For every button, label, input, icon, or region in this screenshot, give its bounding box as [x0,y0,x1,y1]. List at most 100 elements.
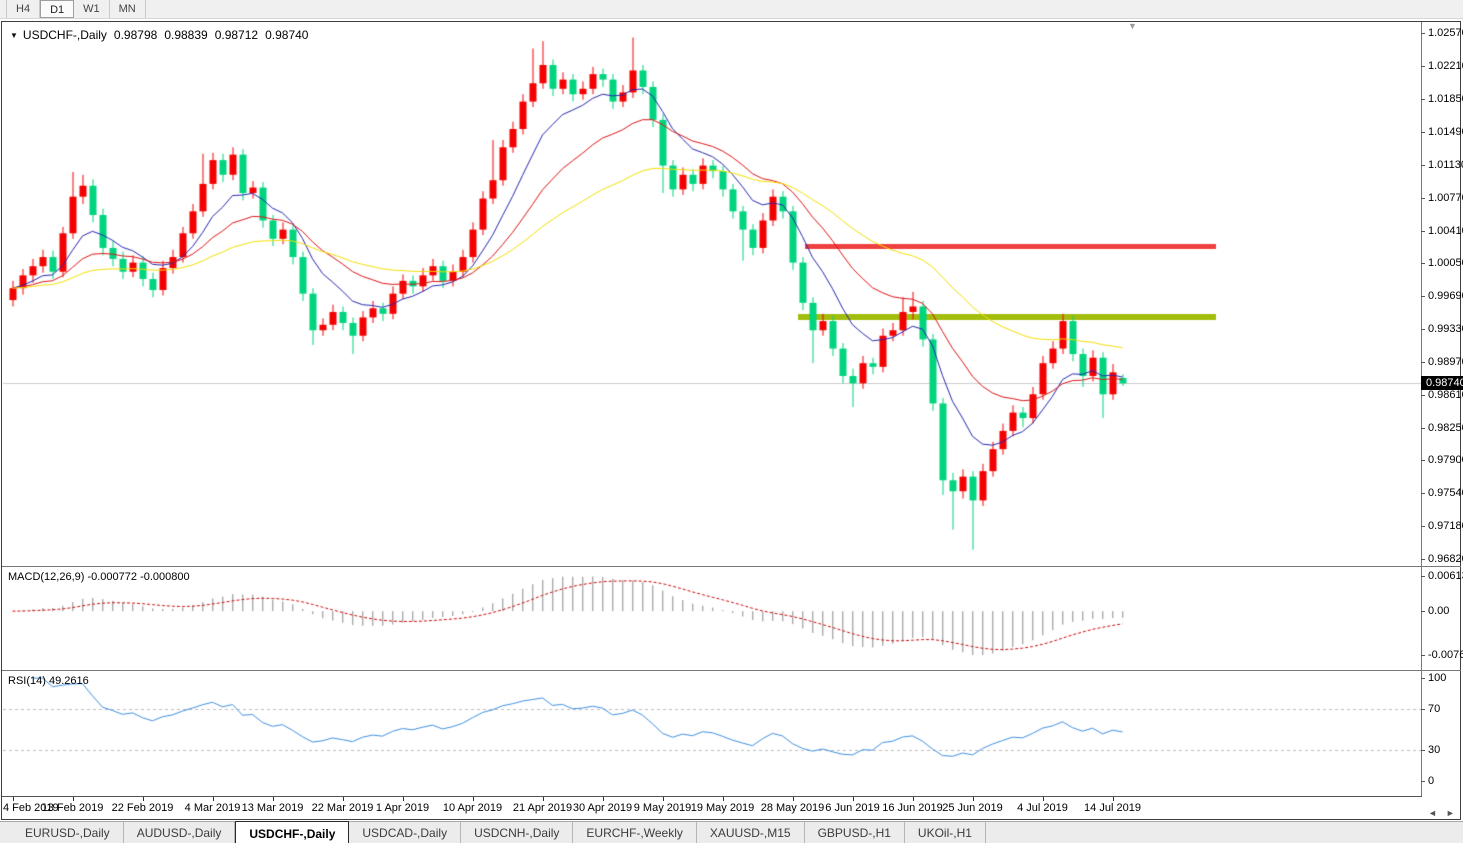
scroll-right-arrow[interactable]: ► [1445,808,1455,818]
axis-tick [1421,655,1425,657]
price-axis-label: 1.01850 [1428,92,1463,105]
date-label: 6 Jun 2019 [825,802,880,814]
rsi-axis-label: 70 [1428,702,1441,715]
price-axis-label: 1.01490 [1428,125,1463,138]
macd-axis-label: 0.00613 [1428,569,1463,582]
tab-usdchf-daily[interactable]: USDCHF-,Daily [235,821,350,843]
rsi-canvas[interactable] [3,672,1421,796]
axis-tick [1421,575,1425,577]
axis-tick [1421,395,1425,397]
date-label: 13 Feb 2019 [41,802,104,814]
tab-audusd-daily[interactable]: AUDUSD-,Daily [124,822,236,843]
axis-tick [1421,98,1425,100]
tab-eurusd-daily[interactable]: EURUSD-,Daily [12,822,124,843]
axis-tick [1421,611,1425,613]
date-label: 9 May 2019 [633,802,692,814]
date-tick [542,797,544,801]
time-axis[interactable]: 4 Feb 2019 13 Feb 2019 22 Feb 2019 4 Mar 20… [2,796,1422,821]
panel-splitter-rsi[interactable] [2,670,1461,671]
date-tick [972,797,974,801]
macd-label: MACD(12,26,9) -0.000772 -0.000800 [8,571,190,583]
price-axis-label: 1.01130 [1428,158,1463,171]
date-tick [212,797,214,801]
axis-tick [1421,230,1425,232]
axis-tick [1421,131,1425,133]
quote-close: 0.98740 [265,28,309,42]
chart-header: ▼ USDCHF-,Daily 0.98798 0.98839 0.98712 0.987… [10,28,308,42]
date-label: 22 Feb 2019 [111,802,174,814]
timeframe-button-w1[interactable]: W1 [74,0,110,18]
date-label: 28 May 2019 [760,802,825,814]
tab-xauusd-m15[interactable]: XAUUSD-,M15 [697,822,805,843]
price-axis-label: 1.02210 [1428,59,1463,72]
date-tick [72,797,74,801]
tab-usdcnh-daily[interactable]: USDCNH-,Daily [461,822,574,843]
date-tick [1112,797,1114,801]
macd-canvas[interactable] [3,569,1421,668]
rsi-label: RSI(14) 49.2616 [8,675,89,687]
tab-eurchf-weekly[interactable]: EURCHF-,Weekly [573,822,697,843]
quote-high: 0.98839 [164,28,208,42]
date-tick [402,797,404,801]
axis-tick [1421,493,1425,495]
chart-title: USDCHF-,Daily [22,28,107,42]
tab-usdcad-daily[interactable]: USDCAD-,Daily [349,822,462,843]
price-axis[interactable]: 1.02570 1.02210 1.01850 1.01490 1.01130 1.007… [1421,0,1463,843]
panel-splitter-macd[interactable] [2,566,1461,567]
timeframe-button-mn[interactable]: MN [110,0,146,18]
price-axis-border [1421,22,1422,796]
macd-axis-label: -0.007612 [1428,649,1463,662]
axis-tick [1421,749,1425,751]
date-tick [792,797,794,801]
date-tick [852,797,854,801]
chart-shift-marker-icon[interactable]: ▼ [1128,21,1137,31]
axis-tick [1421,164,1425,166]
date-label: 13 Mar 2019 [241,802,304,814]
axis-tick [1421,526,1425,528]
axis-tick [1421,558,1425,560]
horizontal-scrollbar[interactable]: ◄ ► [1428,806,1462,820]
date-label: 4 Jul 2019 [1017,802,1068,814]
date-label: 19 May 2019 [690,802,755,814]
axis-tick [1421,263,1425,265]
price-chart-canvas[interactable] [3,25,1421,565]
scroll-left-arrow[interactable]: ◄ [1428,808,1437,818]
date-tick [12,797,14,801]
date-tick [662,797,664,801]
axis-tick [1421,460,1425,462]
axis-tick [1421,708,1425,710]
axis-tick [1421,32,1425,34]
rsi-axis-label: 0 [1428,774,1435,787]
collapse-icon[interactable]: ▼ [10,31,18,40]
date-tick [912,797,914,801]
axis-tick [1421,329,1425,331]
date-tick [142,797,144,801]
price-axis-label: 1.00410 [1428,224,1463,237]
price-axis-label: 1.00770 [1428,191,1463,204]
timeframe-button-d1[interactable]: D1 [40,0,75,18]
tab-gbpusd-h1[interactable]: GBPUSD-,H1 [805,822,905,843]
price-axis-label: 1.02570 [1428,26,1463,39]
date-label: 22 Mar 2019 [311,802,374,814]
timeframe-button-h4[interactable]: H4 [6,0,41,18]
macd-axis-label: 0.00 [1428,605,1450,618]
axis-tick [1421,296,1425,298]
date-tick [342,797,344,801]
date-label: 30 Apr 2019 [572,802,633,814]
current-price-tag: 0.98740 [1421,376,1463,391]
date-label: 14 Jul 2019 [1084,802,1141,814]
rsi-axis-label: 100 [1428,672,1447,685]
axis-tick [1421,428,1425,430]
date-tick [272,797,274,801]
timeframe-toolbar: H4 D1 W1 MN [0,0,1463,19]
tab-ukoil-h1[interactable]: UKOil-,H1 [905,822,986,843]
